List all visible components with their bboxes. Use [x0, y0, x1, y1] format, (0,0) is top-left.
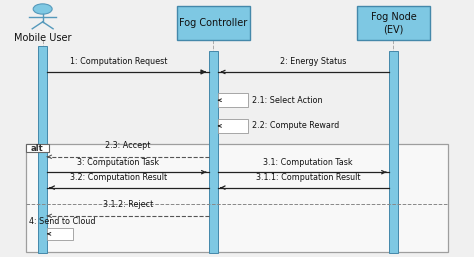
Text: Fog Node
(EV): Fog Node (EV)	[371, 12, 416, 34]
Text: 3.2: Computation Result: 3.2: Computation Result	[70, 173, 167, 182]
Text: Fog Controller: Fog Controller	[179, 18, 247, 28]
Bar	[209, 51, 218, 253]
Bar	[26, 144, 49, 152]
Text: 3: Computation Task: 3: Computation Task	[77, 158, 160, 167]
Bar	[26, 144, 448, 252]
Bar	[389, 51, 398, 253]
Bar	[218, 119, 248, 133]
Text: 2.2: Compute Reward: 2.2: Compute Reward	[252, 121, 339, 131]
Bar	[176, 6, 250, 40]
Text: 1: Computation Request: 1: Computation Request	[70, 57, 167, 66]
Bar	[218, 93, 248, 107]
Text: 3.1: Computation Task: 3.1: Computation Task	[263, 158, 353, 167]
Bar	[356, 6, 430, 40]
Text: 3.1.1: Computation Result: 3.1.1: Computation Result	[256, 173, 360, 182]
Text: 4: Send to Cloud: 4: Send to Cloud	[29, 217, 96, 226]
Text: Mobile User: Mobile User	[14, 33, 72, 43]
Text: alt: alt	[31, 143, 44, 153]
Text: 2.3: Accept: 2.3: Accept	[105, 141, 151, 150]
Bar	[47, 228, 73, 240]
Text: 2.1: Select Action: 2.1: Select Action	[252, 96, 323, 105]
Bar	[38, 46, 47, 253]
Text: 3.1.2: Reject: 3.1.2: Reject	[103, 200, 153, 209]
Text: 2: Energy Status: 2: Energy Status	[280, 57, 346, 66]
Circle shape	[33, 4, 52, 14]
